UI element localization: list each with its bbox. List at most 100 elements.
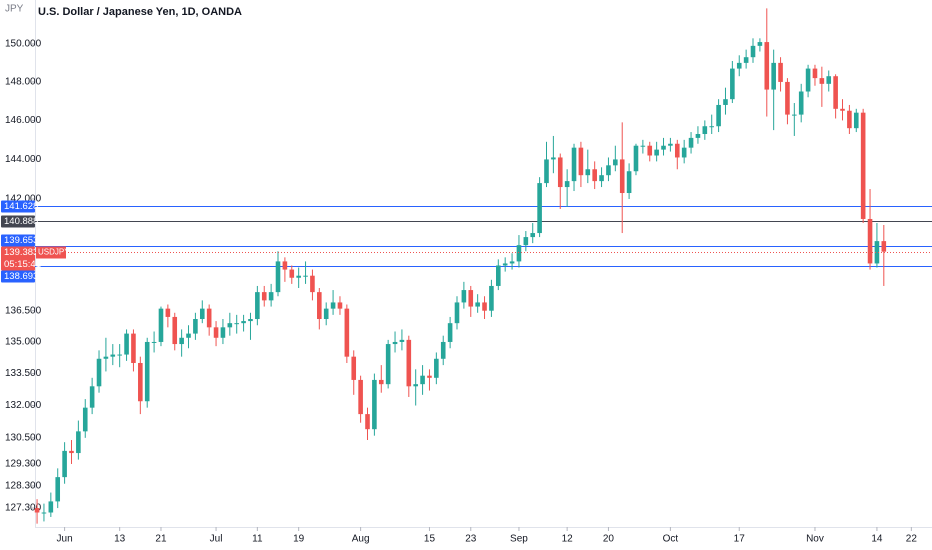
y-tick-label: 128.300 xyxy=(5,481,42,492)
candle-body xyxy=(440,341,446,359)
x-tick-label: 22 xyxy=(906,534,918,545)
candle-body xyxy=(695,134,701,138)
candle-body xyxy=(34,508,40,513)
candle-body xyxy=(399,339,405,342)
y-tick-label: 132.000 xyxy=(5,400,42,411)
candle-body xyxy=(158,308,164,342)
candle-body xyxy=(117,354,122,356)
candle-body xyxy=(89,386,95,408)
candle-body xyxy=(261,292,267,301)
candle-body xyxy=(385,344,391,385)
candle-body xyxy=(151,341,157,343)
candle-body xyxy=(496,265,501,286)
candle-body xyxy=(489,285,494,311)
candle-body xyxy=(702,126,708,135)
candle-body xyxy=(778,62,783,82)
candle-body xyxy=(647,145,653,156)
y-tick-label: 142.000 xyxy=(5,194,42,205)
candle-body xyxy=(62,450,67,478)
candle-body xyxy=(172,316,178,345)
candle-body xyxy=(798,91,804,115)
y-axis-label: JPY xyxy=(5,4,24,15)
candle-body xyxy=(420,375,425,385)
candle-body xyxy=(792,114,797,116)
candle-body xyxy=(365,414,370,430)
candle-body xyxy=(461,290,467,303)
x-tick-label: 11 xyxy=(252,534,263,545)
candle-body xyxy=(833,76,838,109)
candle-body xyxy=(351,356,357,380)
candle-body xyxy=(757,42,763,46)
chart-title: U.S. Dollar / Japanese Yen, 1D, OANDA xyxy=(38,6,242,18)
candle-body xyxy=(681,147,687,158)
candle-body xyxy=(661,145,666,150)
candle-body xyxy=(447,323,453,342)
candle-body xyxy=(750,45,756,58)
x-tick-label: 17 xyxy=(734,534,746,545)
x-tick-label: Aug xyxy=(352,534,370,545)
y-tick-label: 127.300 xyxy=(5,503,42,514)
x-tick-label: 13 xyxy=(114,534,126,545)
candle-body xyxy=(509,261,515,264)
candle-body xyxy=(557,157,563,188)
price-line-label: 140.888 xyxy=(4,216,38,227)
candle-body xyxy=(303,275,308,277)
candle-body xyxy=(716,104,721,127)
candle-body xyxy=(55,477,61,502)
candle-body xyxy=(138,362,143,402)
candle-body xyxy=(358,379,363,415)
candle-body xyxy=(255,292,260,320)
candle-body xyxy=(344,308,350,357)
candle-body xyxy=(502,263,508,266)
candle-body xyxy=(736,62,742,69)
candle-body xyxy=(213,327,219,338)
x-tick-label: 12 xyxy=(562,534,574,545)
candle-body xyxy=(482,302,487,311)
candle-body xyxy=(812,68,818,79)
candle-body xyxy=(654,149,659,156)
candle-body xyxy=(199,308,205,320)
candle-body xyxy=(847,110,852,129)
x-tick-label: Jul xyxy=(210,534,223,545)
x-tick-label: 21 xyxy=(155,534,167,545)
candle-body xyxy=(372,379,377,430)
candle-body xyxy=(76,431,81,454)
current-price-label: 139.383 xyxy=(4,247,38,258)
candle-body xyxy=(613,159,618,166)
candle-body xyxy=(468,290,474,307)
current-price-countdown: 05:15:41 xyxy=(4,259,41,270)
x-tick-label: 23 xyxy=(465,534,477,545)
candle-body xyxy=(592,169,597,182)
candle-body xyxy=(392,341,398,345)
candle-body xyxy=(454,302,460,324)
candle-body xyxy=(241,321,246,324)
candle-body xyxy=(853,112,859,129)
y-tick-label: 135.000 xyxy=(5,337,42,348)
candle-body xyxy=(206,308,212,328)
candle-body xyxy=(323,308,329,320)
candle-body xyxy=(551,157,556,160)
candle-body xyxy=(544,159,549,184)
candle-body xyxy=(186,333,191,338)
candle-body xyxy=(378,379,384,385)
candle-body xyxy=(743,57,749,63)
x-tick-label: 20 xyxy=(603,534,615,545)
candle-body xyxy=(124,333,129,355)
candle-body xyxy=(819,78,825,84)
candle-body xyxy=(523,237,529,246)
candle-body xyxy=(530,233,536,238)
candle-body xyxy=(427,375,432,378)
y-tick-label: 148.000 xyxy=(5,77,42,88)
price-line-label: 141.628 xyxy=(4,201,38,212)
price-line-label-bg xyxy=(1,270,35,283)
symbol-label-bg xyxy=(36,246,66,259)
candle-body xyxy=(337,302,343,309)
candle-body xyxy=(103,356,109,359)
candle-body xyxy=(82,407,88,432)
candle-body xyxy=(640,145,646,147)
candle-body xyxy=(96,358,102,387)
candle-body xyxy=(275,261,281,293)
candle-body xyxy=(578,147,584,176)
